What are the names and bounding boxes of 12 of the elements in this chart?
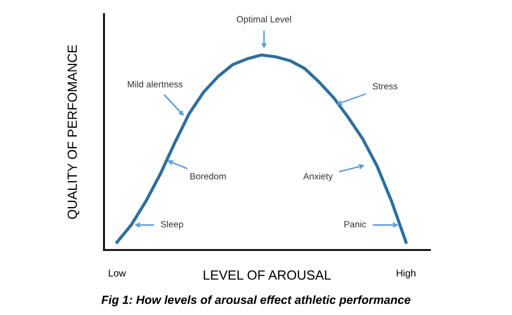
x-axis-title: LEVEL OF AROUSAL [204, 270, 331, 280]
y-axis-title: QUALITY OF PERFOMANCE [68, 45, 80, 219]
annotation: Boredom [190, 172, 226, 180]
annotation: Anxiety [303, 172, 333, 182]
text: Optimal Level [236, 16, 291, 24]
annotation: Sleep [160, 220, 184, 230]
annotation: Panic [344, 220, 366, 228]
caption: Fig 1: How levels of arousal effect athletic performance [101, 295, 410, 306]
x-tick-label: High [396, 269, 416, 279]
annotation: Stress [372, 83, 398, 90]
x-tick-label: Low [108, 270, 126, 277]
annotation: Mild alertness [128, 80, 183, 88]
